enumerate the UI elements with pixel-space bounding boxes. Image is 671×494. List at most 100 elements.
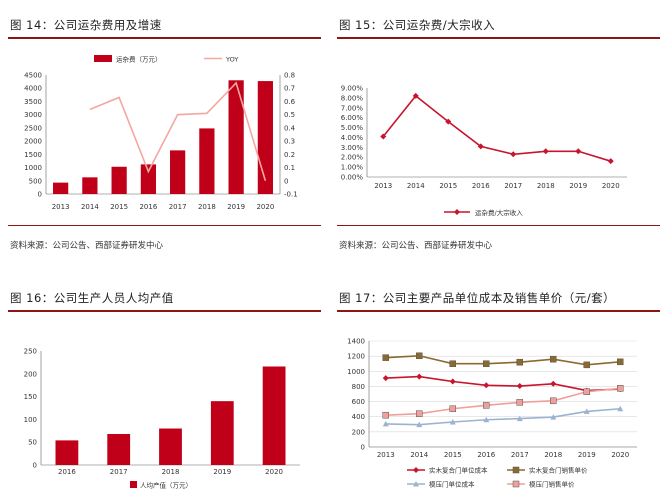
- y-tick-label: 3.00%: [341, 144, 364, 152]
- y-tick-label: 50: [28, 439, 37, 447]
- legend-label-yoy: YOY: [225, 56, 238, 64]
- y2-tick-label: 0.1: [284, 164, 295, 172]
- ratio-line: [382, 94, 611, 162]
- series-1-point-2018: [550, 380, 557, 387]
- y-tick-label: 100: [24, 416, 37, 424]
- x-tick-label: 2013: [377, 451, 395, 459]
- ratio-point-2017: [510, 151, 517, 158]
- y-tick-label: 3000: [24, 111, 42, 119]
- legend-marker-3: [413, 481, 419, 487]
- series-1-point-2016: [483, 382, 490, 389]
- x-tick-label: 2020: [611, 451, 629, 459]
- y-tick-label: 6.00%: [341, 114, 364, 122]
- figure-14-title: 图 14：公司运杂费用及增速: [10, 18, 162, 32]
- y-tick-label: 600: [352, 398, 365, 406]
- series-1-point-2015: [449, 378, 456, 385]
- y-tick-label: 0.00%: [341, 174, 364, 182]
- y-tick-label: 4500: [24, 72, 42, 80]
- legend-label-1: 实木复合门单位成本: [429, 466, 488, 475]
- series-4-point-2017: [516, 399, 523, 406]
- bar-2018: [199, 128, 215, 194]
- y2-tick-label: -0.1: [284, 191, 298, 199]
- series-1-point-2013: [382, 375, 389, 382]
- legend-marker-4: [512, 480, 520, 488]
- series-3-point-2015: [449, 419, 456, 425]
- y-tick-label: 4000: [24, 85, 42, 93]
- x-tick-label: 2013: [374, 182, 392, 190]
- series-4-point-2014: [416, 410, 423, 417]
- y-tick-label: 500: [29, 177, 42, 185]
- series-line-4: [385, 387, 621, 416]
- ratio-point-2020: [607, 158, 614, 165]
- y-tick-label: 4.00%: [341, 134, 364, 142]
- legend-label-output: 人均产值（万元）: [140, 481, 192, 490]
- y-tick-label: 2.00%: [341, 154, 364, 162]
- figure-17-chart: 0 200 400 600 800 1000 1200 1400 2013 2014 2015 201…: [347, 338, 637, 489]
- series-3-point-2020: [617, 405, 624, 412]
- series-2-point-2016: [483, 360, 490, 367]
- figure-15-bottom-rule: [337, 225, 660, 226]
- ratio-point-2014: [412, 92, 419, 99]
- y-tick-label: 250: [24, 348, 37, 356]
- legend-label-2: 实木复合门销售单价: [529, 466, 588, 475]
- y-tick-label: 150: [24, 393, 37, 401]
- x-tick-label: 2020: [602, 182, 620, 190]
- x-tick-label: 2016: [472, 182, 490, 190]
- x-tick-label: 2013: [52, 203, 70, 211]
- y2-tick-label: 0.6: [284, 98, 296, 106]
- x-tick-label: 2014: [410, 451, 428, 459]
- x-tick-label: 2020: [256, 203, 274, 211]
- ratio-point-2016: [477, 143, 484, 150]
- y-tick-label: 5.00%: [341, 124, 364, 132]
- y-tick-label: 200: [352, 428, 365, 436]
- x-tick-label: 2018: [537, 182, 555, 190]
- y-tick-label: 1000: [347, 368, 365, 376]
- figure-15-title: 图 15：公司运杂费/大宗收入: [339, 18, 496, 32]
- y-tick-label: 1400: [347, 338, 365, 346]
- figure-16-rule: [8, 310, 321, 312]
- x-tick-label: 2018: [162, 468, 180, 476]
- series-2-point-2018: [550, 355, 557, 363]
- legend-label-4: 模压门销售单价: [529, 480, 575, 489]
- figure-17-title: 图 17：公司主要产品单位成本及销售单价（元/套）: [339, 291, 616, 305]
- x-tick-label: 2017: [504, 182, 522, 190]
- y-tick-label: 2500: [24, 124, 42, 132]
- figure-14-bottom-rule: [8, 225, 321, 226]
- y-tick-label: 0: [38, 191, 42, 199]
- x-tick-label: 2019: [227, 203, 245, 211]
- x-tick-label: 2015: [110, 203, 128, 211]
- y-tick-label: 2000: [24, 138, 42, 146]
- bar-2017: [170, 150, 186, 194]
- figure-15-rule: [337, 37, 660, 39]
- series-3-point-2019: [583, 408, 590, 414]
- y-tick-label: 1500: [24, 151, 42, 159]
- legend-marker-ratio: [454, 209, 460, 215]
- y2-tick-label: 0.8: [284, 72, 295, 80]
- y-tick-label: 7.00%: [341, 104, 364, 112]
- y-tick-label: 8.00%: [341, 94, 364, 102]
- x-tick-label: 2020: [265, 468, 283, 476]
- series-line-1: [385, 375, 621, 392]
- legend-marker-1: [413, 467, 419, 473]
- ratio-point-2019: [575, 148, 582, 155]
- bar-2019: [228, 80, 244, 194]
- y2-tick-label: 0.4: [284, 124, 296, 132]
- figure-14-rule: [8, 37, 321, 39]
- x-tick-label: 2016: [477, 451, 495, 459]
- y-tick-label: 1.00%: [341, 164, 364, 172]
- series-line-2: [385, 354, 621, 366]
- ratio-point-2018: [542, 148, 549, 155]
- figure-16-title: 图 16：公司生产人员人均产值: [10, 291, 174, 305]
- figure-17-rule: [337, 310, 660, 312]
- series-2-point-2013: [382, 354, 389, 361]
- y2-tick-label: 0.2: [284, 151, 295, 159]
- y-tick-label: 0: [33, 462, 37, 470]
- x-tick-label: 2018: [544, 451, 562, 459]
- figure-16-chart: 0 50 100 150 200 250 2016 2017 2018 2019 2020 人均产值（…: [24, 348, 300, 490]
- y-tick-label: 800: [352, 383, 365, 391]
- series-2-point-2014: [416, 352, 423, 360]
- bar-2020: [262, 366, 286, 465]
- x-tick-label: 2014: [407, 182, 425, 190]
- legend-swatch-output: [130, 481, 137, 488]
- series-2-point-2017: [516, 358, 523, 366]
